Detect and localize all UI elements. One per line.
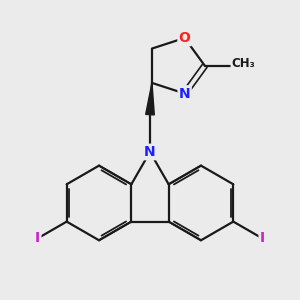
Polygon shape bbox=[146, 83, 154, 115]
Text: O: O bbox=[179, 31, 190, 45]
Text: I: I bbox=[260, 231, 265, 245]
Text: CH₃: CH₃ bbox=[232, 57, 256, 70]
Text: I: I bbox=[35, 231, 40, 245]
Text: N: N bbox=[179, 86, 190, 100]
Text: N: N bbox=[144, 145, 156, 159]
